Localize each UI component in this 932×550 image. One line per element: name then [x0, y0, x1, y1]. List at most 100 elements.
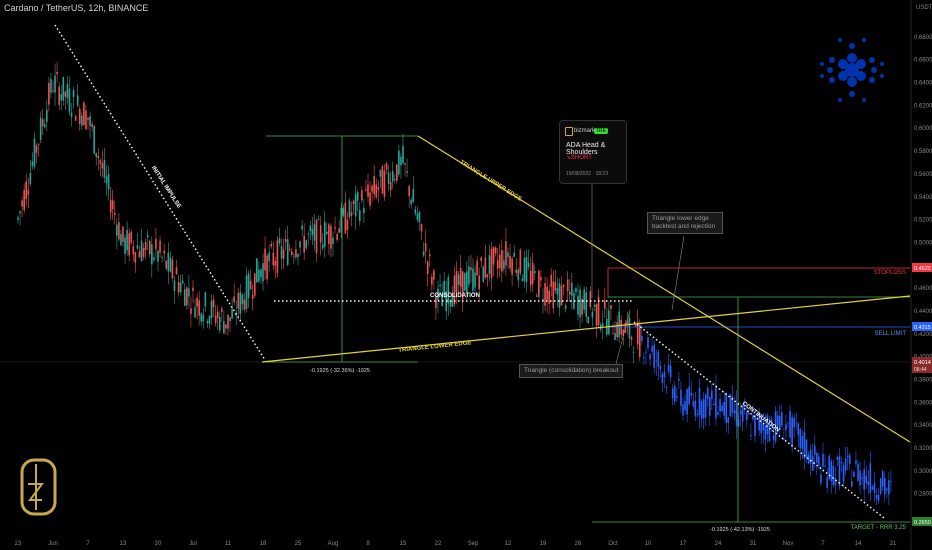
- measure1-text: -0.1925 (-32.36%) -1925: [310, 368, 370, 374]
- candle-body: [706, 387, 709, 399]
- candle-body: [85, 110, 87, 129]
- candle-body: [533, 270, 536, 274]
- candle-body: [694, 400, 697, 417]
- candle-body: [202, 314, 205, 322]
- target-text: TARGET - RRR 3.25: [851, 525, 907, 531]
- candle-body: [443, 280, 445, 297]
- x-tick-label: 21: [890, 541, 897, 547]
- candle-body: [186, 287, 188, 306]
- candle-body: [453, 275, 456, 305]
- target-tag: [912, 517, 932, 526]
- candle-body: [702, 399, 705, 419]
- candle-body: [708, 397, 711, 416]
- candle-body: [696, 414, 699, 415]
- candle-body: [558, 283, 561, 308]
- candle-body: [573, 293, 575, 309]
- candle-body: [435, 296, 437, 308]
- candle-body: [46, 109, 48, 123]
- candle-body: [836, 457, 839, 460]
- candle-body: [686, 389, 688, 415]
- candle-body: [212, 299, 215, 308]
- candle-body: [801, 436, 804, 449]
- candle-body: [138, 251, 141, 258]
- candle-body: [231, 308, 233, 319]
- candle-body: [276, 240, 279, 273]
- idea-popup[interactable]: bizmark TRE ADA Head & Shoulders ↘SHORT …: [559, 120, 627, 184]
- candle-body: [507, 252, 509, 258]
- candle-body: [820, 474, 822, 484]
- y-tick-label: 0.3600: [914, 400, 932, 406]
- candle-body: [750, 434, 752, 436]
- candle-body: [741, 405, 744, 422]
- y-tick-label: 0.6200: [914, 103, 932, 109]
- candle-body: [643, 357, 645, 359]
- candle-body: [678, 378, 680, 381]
- logo-dot: [869, 77, 875, 83]
- candle-body: [822, 454, 824, 467]
- candle-body: [861, 477, 863, 479]
- candle-body: [536, 295, 538, 297]
- candle-body: [700, 400, 703, 419]
- candle-body: [466, 271, 468, 293]
- candle-body: [826, 477, 828, 489]
- candle-body: [140, 240, 143, 262]
- x-tick-label: 23: [15, 541, 22, 547]
- candle-body: [585, 292, 588, 317]
- triangle-lower-line: [261, 295, 911, 363]
- candle-body: [548, 290, 550, 304]
- candle-body: [274, 261, 277, 266]
- candle-body: [560, 285, 563, 306]
- candle-body: [344, 202, 347, 234]
- candle-body: [396, 164, 398, 181]
- candle-body: [492, 246, 495, 265]
- candle-body: [589, 291, 592, 308]
- axis-currency: USDT: [916, 5, 932, 11]
- candle-body: [490, 248, 493, 279]
- candle-body: [210, 300, 213, 319]
- candle-body: [482, 266, 485, 282]
- candle-body: [64, 91, 67, 97]
- candle-body: [27, 190, 30, 195]
- candle-body: [223, 321, 225, 334]
- candle-body: [288, 248, 291, 250]
- candle-body: [153, 257, 155, 261]
- x-tick-label: 13: [120, 541, 127, 547]
- candle-body: [583, 289, 585, 310]
- triangle-upper-line: [417, 135, 911, 443]
- candle-body: [875, 494, 878, 499]
- candle-body: [480, 257, 483, 262]
- candle-body: [52, 90, 54, 92]
- candle-body: [68, 88, 71, 112]
- candle-body: [595, 304, 598, 326]
- candle-body: [420, 223, 423, 232]
- candle-body: [282, 249, 285, 259]
- y-tick-label: 0.4600: [914, 286, 932, 292]
- logo-dot: [838, 98, 842, 102]
- candle-body: [400, 156, 402, 166]
- candle-body: [871, 486, 874, 490]
- candle-body: [120, 234, 122, 246]
- candle-body: [603, 300, 606, 309]
- candle-body: [48, 83, 50, 105]
- candle-body: [770, 419, 773, 426]
- candle-body: [538, 271, 540, 297]
- candle-body: [422, 251, 425, 256]
- candle-body: [315, 219, 318, 254]
- candle-body: [737, 419, 740, 427]
- candle-body: [377, 187, 380, 190]
- candle-body: [361, 190, 363, 201]
- candle-body: [206, 321, 209, 324]
- candle-body: [669, 365, 672, 378]
- candle-body: [307, 233, 310, 235]
- candle-body: [509, 255, 511, 269]
- candle-body: [505, 241, 507, 266]
- logo-dot: [880, 62, 884, 66]
- candle-body: [531, 262, 534, 284]
- candle-body: [371, 185, 373, 192]
- candle-body: [787, 422, 789, 424]
- impulse-label: INITIAL IMPULSE: [150, 165, 182, 210]
- y-tick-label: 0.6400: [914, 81, 932, 87]
- popup-signal: ↘SHORT: [566, 155, 592, 161]
- x-tick-label: 26: [575, 541, 582, 547]
